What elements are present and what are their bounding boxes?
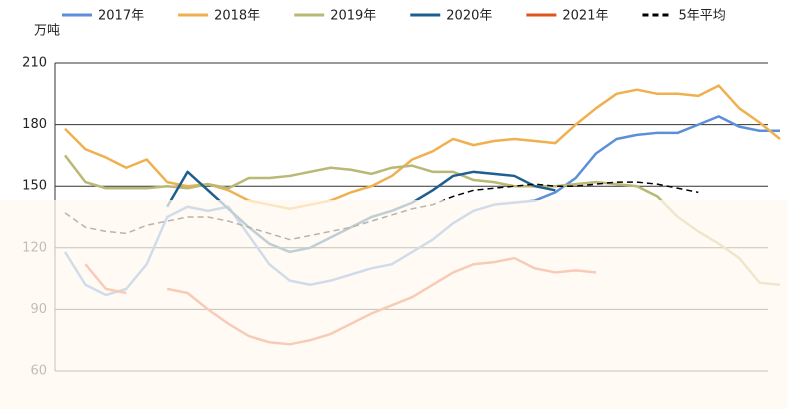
legend-label: 2020年: [446, 9, 492, 24]
legend-label: 2019年: [330, 9, 376, 24]
y-tick-label: 180: [22, 117, 47, 132]
legend-label: 5年平均: [678, 9, 725, 24]
legend-label: 2018年: [214, 9, 260, 24]
series-line: [64, 154, 781, 287]
series-line: [64, 84, 781, 211]
y-axis-label: 万吨: [34, 24, 60, 39]
legend-label: 2017年: [98, 9, 144, 24]
legend-label: 2021年: [562, 9, 608, 24]
y-tick-label: 210: [22, 56, 47, 71]
y-tick-label: 150: [22, 179, 47, 194]
faded-overlay: [0, 200, 787, 409]
